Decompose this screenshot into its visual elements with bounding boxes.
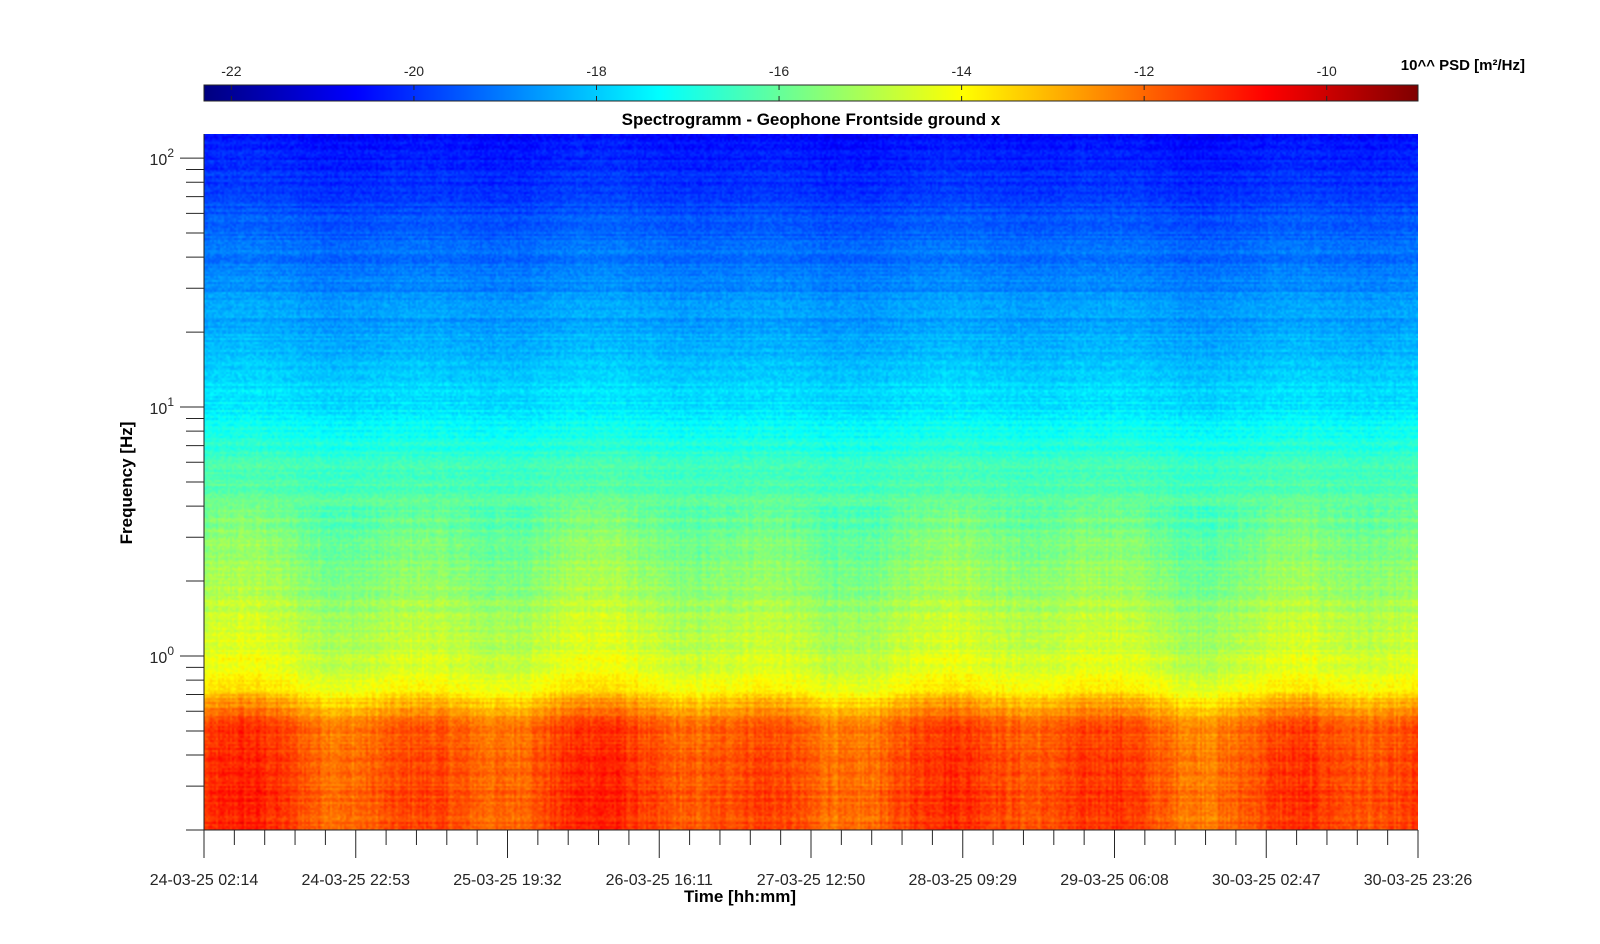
colorbar-tick-label: -18: [586, 63, 606, 79]
colorbar-tick-label: -10: [1317, 63, 1337, 79]
x-tick-label: 30-03-25 02:47: [1212, 872, 1321, 889]
colorbar-label: 10^^ PSD [m²/Hz]: [1401, 57, 1525, 74]
y-tick-label: 101: [150, 395, 175, 418]
x-axis-label: Time [hh:mm]: [684, 887, 796, 906]
x-tick-label: 30-03-25 23:26: [1364, 872, 1473, 889]
colorbar-gradient: [203, 84, 1419, 102]
x-axis: 24-03-25 02:14 24-03-25 22:53 25-03-25 19:…: [150, 829, 1473, 889]
colorbar-tick-label: -20: [404, 63, 424, 79]
x-tick-label: 25-03-25 19:32: [453, 872, 562, 889]
x-tick-label: 24-03-25 22:53: [301, 872, 410, 889]
colorbar-tick-label: -14: [951, 63, 971, 79]
x-tick-label: 26-03-25 16:11: [606, 872, 713, 889]
y-tick-label: 100: [150, 644, 175, 667]
colorbar-tick-label: -22: [221, 63, 241, 79]
x-tick-label: 29-03-25 06:08: [1060, 872, 1169, 889]
x-tick-label: 24-03-25 02:14: [150, 872, 259, 889]
spectrogram-heatmap: [204, 134, 1418, 830]
chart-title: Spectrogramm - Geophone Frontside ground…: [622, 110, 1001, 129]
x-tick-label: 28-03-25 09:29: [908, 872, 1017, 889]
spectrogram-plot: [204, 134, 1418, 830]
colorbar-tick-label: -12: [1134, 63, 1154, 79]
colorbar: -22 -20 -18 -16 -14 -12 -10 10^^ PSD [m²/Hz]: [203, 57, 1525, 102]
y-axis: 100 101 102: [150, 134, 205, 831]
colorbar-tick-label: -16: [769, 63, 789, 79]
x-tick-label: 27-03-25 12:50: [757, 872, 866, 889]
colorbar-ticks: -22 -20 -18 -16 -14 -12 -10: [221, 63, 1337, 101]
y-axis-label: Frequency [Hz]: [117, 422, 136, 545]
y-tick-label: 102: [150, 146, 175, 169]
